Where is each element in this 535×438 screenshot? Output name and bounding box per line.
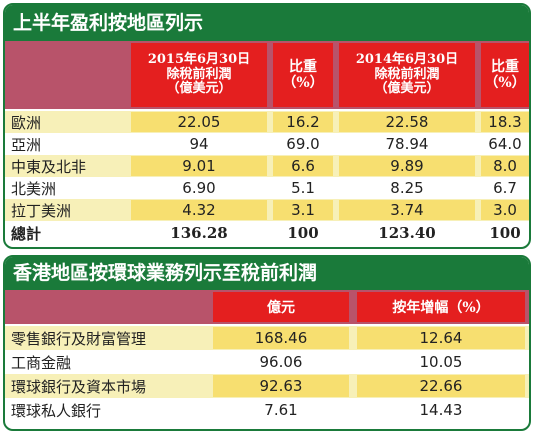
row-label: 拉丁美洲 — [11, 201, 72, 220]
header-2014-profit: 2014年6月30日 除稅前利潤 （億美元） — [339, 43, 475, 107]
value-2014: 3.74 — [339, 200, 475, 220]
value-2015: 6.90 — [182, 179, 216, 197]
share-2015: 69.0 — [286, 135, 320, 153]
table-row: 環球私人銀行 7.61 14.43 — [5, 398, 529, 422]
table-row: 亞洲 94 69.0 78.94 64.0 — [5, 133, 529, 155]
profit-by-region-panel: 上半年盈利按地區列示 2015年6月30日 除稅前利潤 （億美元） 比重 （%）… — [3, 3, 531, 249]
share-2014: 6.7 — [493, 179, 517, 197]
value-2014: 9.89 — [339, 156, 475, 176]
header-2014-line2: 除稅前利潤 — [374, 66, 440, 82]
row-label: 中東及北非 — [11, 157, 87, 176]
table-row: 北美洲 6.90 5.1 8.25 6.7 — [5, 177, 529, 199]
hk-business-panel: 香港地區按環球業務列示至稅前利潤 億元 按年增幅（%） 零售銀行及財富管理 16… — [3, 255, 531, 431]
value-2014: 8.25 — [390, 179, 424, 197]
profit-value: 7.61 — [264, 401, 298, 419]
header-growth: 按年增幅（%） — [357, 292, 525, 322]
share-2014: 18.3 — [481, 112, 529, 132]
header-2015-line3: （億美元） — [166, 81, 232, 97]
total-label: 總計 — [11, 224, 42, 243]
row-label: 亞洲 — [11, 135, 42, 154]
header-2014-share-line1: 比重 — [491, 58, 519, 75]
value-2014: 22.58 — [339, 112, 475, 132]
growth-value: 12.64 — [357, 327, 525, 349]
share-2015: 5.1 — [291, 179, 315, 197]
header-2015-profit: 2015年6月30日 除稅前利潤 （億美元） — [131, 43, 267, 107]
header-2015-line1: 2015年6月30日 — [147, 51, 251, 67]
total-2015: 136.28 — [170, 224, 228, 242]
row-label: 北美洲 — [11, 179, 57, 198]
table-row: 中東及北非 9.01 6.6 9.89 8.0 — [5, 155, 529, 177]
header-2015-line2: 除稅前利潤 — [166, 66, 232, 82]
share-2014: 64.0 — [488, 135, 522, 153]
header-2014-line3: （億美元） — [374, 81, 440, 97]
share-2015: 6.6 — [273, 156, 333, 176]
total-2014: 123.40 — [378, 224, 436, 242]
header-value: 億元 — [213, 292, 349, 322]
value-2014: 78.94 — [385, 135, 429, 153]
total-share-2014: 100 — [489, 224, 521, 242]
value-2015: 4.32 — [131, 200, 267, 220]
header-2014-share: 比重 （%） — [481, 43, 529, 107]
share-2014: 8.0 — [481, 156, 529, 176]
table-row: 環球銀行及資本市場 92.63 22.66 — [5, 374, 529, 398]
header-2015-share-line2: （%） — [282, 75, 324, 91]
share-2015: 16.2 — [273, 112, 333, 132]
header-2014-share-line2: （%） — [484, 75, 526, 91]
profit-by-region-title: 上半年盈利按地區列示 — [5, 5, 529, 41]
table-row: 拉丁美洲 4.32 3.1 3.74 3.0 — [5, 199, 529, 221]
profit-value: 92.63 — [213, 375, 349, 397]
header-2015-share-line1: 比重 — [289, 58, 317, 75]
total-share-2015: 100 — [287, 224, 319, 242]
profit-value: 96.06 — [259, 353, 303, 371]
total-row: 總計 136.28 100 123.40 100 — [5, 221, 529, 245]
share-2014: 3.0 — [481, 200, 529, 220]
table-row: 歐洲 22.05 16.2 22.58 18.3 — [5, 111, 529, 133]
header-2015-share: 比重 （%） — [273, 43, 333, 107]
value-2015: 94 — [189, 135, 209, 153]
value-2015: 22.05 — [131, 112, 267, 132]
share-2015: 3.1 — [273, 200, 333, 220]
row-label: 歐洲 — [11, 113, 42, 132]
row-label: 零售銀行及財富管理 — [11, 329, 147, 348]
growth-value: 10.05 — [419, 353, 463, 371]
profit-value: 168.46 — [213, 327, 349, 349]
value-2015: 9.01 — [131, 156, 267, 176]
header-2014-line1: 2014年6月30日 — [355, 51, 459, 67]
row-label: 環球銀行及資本市場 — [11, 377, 147, 396]
row-label: 環球私人銀行 — [11, 401, 102, 420]
row-label: 工商金融 — [11, 353, 72, 372]
hk-business-title: 香港地區按環球業務列示至稅前利潤 — [5, 257, 529, 290]
growth-value: 22.66 — [357, 375, 525, 397]
table-row: 零售銀行及財富管理 168.46 12.64 — [5, 326, 529, 350]
table-row: 工商金融 96.06 10.05 — [5, 350, 529, 374]
growth-value: 14.43 — [419, 401, 463, 419]
